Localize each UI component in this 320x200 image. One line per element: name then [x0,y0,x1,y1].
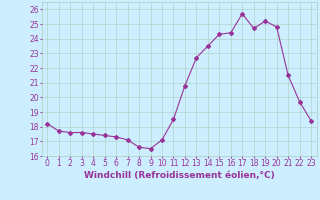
X-axis label: Windchill (Refroidissement éolien,°C): Windchill (Refroidissement éolien,°C) [84,171,275,180]
